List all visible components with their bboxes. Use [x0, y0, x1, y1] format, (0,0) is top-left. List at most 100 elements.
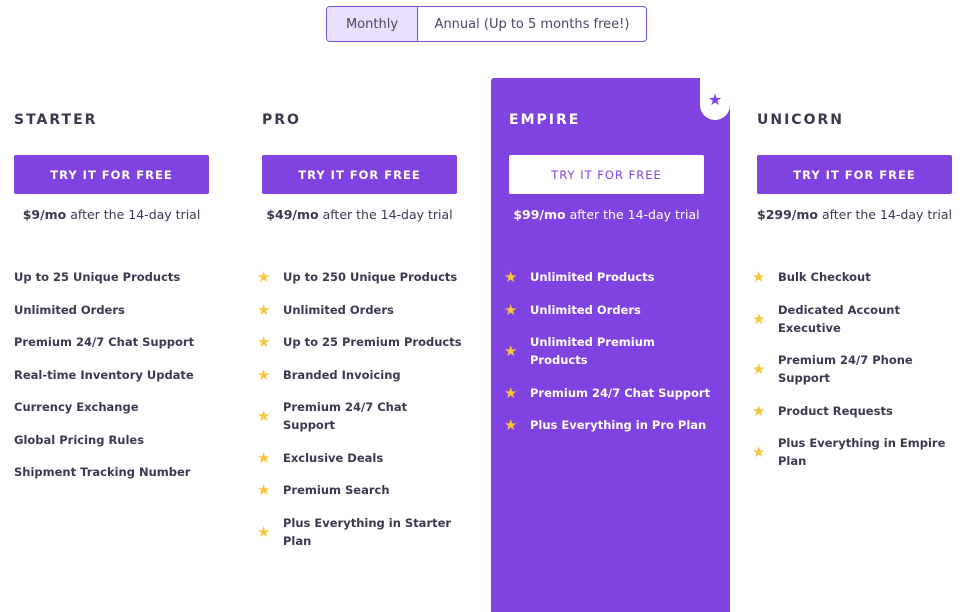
star-icon: ★ [257, 522, 271, 541]
feature-label: Currency Exchange [14, 400, 139, 414]
star-icon: ★ [752, 443, 766, 461]
feature-label: Unlimited Orders [14, 302, 125, 317]
feature-item: ★ Plus Everything in Empire Plan [752, 434, 958, 470]
feature-item: ★ Product Requests [752, 402, 958, 420]
price-amount: $49/mo [266, 207, 319, 222]
price-suffix: after the 14-day trial [66, 207, 201, 222]
feature-item: ★ Premium 24/7 Chat Support [504, 384, 715, 402]
feature-item: ★ Plus Everything in Pro Plan [504, 416, 715, 434]
feature-label: Premium 24/7 Chat Support [530, 385, 711, 400]
feature-label: Premium 24/7 Phone Support [778, 353, 913, 385]
feature-list: ★ Bulk Checkout ★ Dedicated Account Executi… [752, 268, 958, 485]
star-icon: ★ [752, 360, 766, 378]
feature-item: ★ Plus Everything in Starter Plan [257, 514, 463, 550]
try-free-button[interactable]: TRY IT FOR FREE [262, 155, 457, 194]
star-icon: ★ [504, 268, 518, 286]
feature-item: Global Pricing Rules [14, 431, 220, 449]
feature-list: ★ Up to 250 Unique Products ★ Unlimited Ord… [257, 268, 463, 564]
feature-label: Up to 25 Unique Products [14, 270, 181, 284]
billing-toggle: Monthly Annual (Up to 5 months free!) [326, 6, 647, 42]
feature-label: Bulk Checkout [778, 270, 871, 284]
feature-label: Premium Search [283, 483, 390, 497]
feature-label: Product Requests [778, 403, 893, 418]
plan-card-starter: STARTER TRY IT FOR FREE $9/mo after the 14… [0, 78, 230, 612]
feature-item: Up to 25 Unique Products [14, 268, 220, 286]
feature-label: Premium 24/7 Chat Support [14, 335, 195, 349]
star-icon: ★ [752, 309, 766, 328]
feature-label: Exclusive Deals [283, 450, 384, 465]
price-amount: $99/mo [513, 207, 566, 222]
try-free-button[interactable]: TRY IT FOR FREE [757, 155, 952, 194]
star-icon: ★ [257, 407, 271, 425]
feature-label: Global Pricing Rules [14, 432, 145, 447]
star-icon: ★ [752, 268, 766, 286]
plan-card-pro: PRO TRY IT FOR FREE $49/mo after the 14-da… [248, 78, 478, 612]
plan-price: $299/mo after the 14-day trial [757, 207, 952, 222]
plan-title: EMPIRE [509, 112, 581, 128]
feature-label: Unlimited Orders [283, 302, 394, 317]
feature-item: ★ Unlimited Products [504, 268, 715, 286]
star-icon: ★ [257, 300, 271, 319]
feature-item: Real-time Inventory Update [14, 366, 220, 384]
feature-label: Real-time Inventory Update [14, 367, 194, 382]
feature-label: Shipment Tracking Number [14, 465, 191, 479]
feature-label: Unlimited Products [530, 270, 655, 284]
price-suffix: after the 14-day trial [817, 207, 953, 222]
feature-item: ★ Premium 24/7 Phone Support [752, 351, 958, 387]
feature-item: ★ Unlimited Orders [504, 301, 715, 319]
price-amount: $299/mo [757, 207, 818, 222]
star-icon: ★ [257, 333, 271, 351]
price-amount: $9/mo [22, 207, 67, 222]
feature-label: Plus Everything in Empire Plan [778, 436, 946, 468]
feature-item: ★ Up to 250 Unique Products [257, 268, 463, 286]
star-icon: ★ [504, 383, 518, 402]
feature-item: ★ Premium 24/7 Chat Support [257, 398, 463, 434]
feature-label: Dedicated Account Executive [778, 302, 900, 335]
monthly-tab[interactable]: Monthly [327, 7, 418, 41]
feature-item: Shipment Tracking Number [14, 463, 220, 481]
price-suffix: after the 14-day trial [318, 207, 453, 222]
feature-list: Up to 25 Unique Products Unlimited Orders… [14, 268, 220, 496]
featured-star-badge-icon: ★ [700, 78, 730, 120]
star-icon: ★ [257, 448, 271, 467]
plan-card-empire: ★ EMPIRE TRY IT FOR FREE $99/mo after the 1… [491, 78, 730, 612]
star-icon: ★ [752, 401, 766, 420]
plan-title: STARTER [14, 112, 98, 128]
star-icon: ★ [504, 416, 518, 434]
feature-label: Premium 24/7 Chat Support [283, 400, 408, 432]
plan-card-unicorn: UNICORN TRY IT FOR FREE $299/mo after the … [743, 78, 966, 612]
star-icon: ★ [257, 268, 271, 286]
feature-item: ★ Unlimited Premium Products [504, 333, 715, 369]
feature-label: Up to 250 Unique Products [283, 270, 458, 284]
star-icon: ★ [504, 300, 518, 319]
plan-price: $49/mo after the 14-day trial [262, 207, 457, 222]
feature-list: ★ Unlimited Products ★ Unlimited Orders ★ Unl… [504, 268, 715, 449]
feature-item: Premium 24/7 Chat Support [14, 333, 220, 351]
annual-tab[interactable]: Annual (Up to 5 months free!) [434, 16, 630, 32]
feature-label: Unlimited Orders [530, 302, 641, 317]
feature-item: Currency Exchange [14, 398, 220, 416]
feature-label: Plus Everything in Pro Plan [530, 418, 707, 432]
plan-price: $99/mo after the 14-day trial [509, 207, 704, 222]
feature-item: Unlimited Orders [14, 301, 220, 319]
star-icon: ★ [257, 481, 271, 499]
try-free-button[interactable]: TRY IT FOR FREE [509, 155, 704, 194]
feature-item: ★ Exclusive Deals [257, 449, 463, 467]
plan-title: UNICORN [757, 112, 844, 128]
feature-item: ★ Dedicated Account Executive [752, 301, 958, 337]
feature-item: ★ Premium Search [257, 481, 463, 499]
feature-label: Plus Everything in Starter Plan [283, 515, 452, 548]
plan-title: PRO [262, 112, 301, 128]
price-suffix: after the 14-day trial [565, 207, 700, 222]
feature-item: ★ Unlimited Orders [257, 301, 463, 319]
plan-price: $9/mo after the 14-day trial [14, 207, 209, 222]
feature-item: ★ Bulk Checkout [752, 268, 958, 286]
feature-item: ★ Up to 25 Premium Products [257, 333, 463, 351]
try-free-button[interactable]: TRY IT FOR FREE [14, 155, 209, 194]
star-icon: ★ [257, 365, 271, 384]
star-icon: ★ [504, 342, 518, 360]
feature-label: Branded Invoicing [283, 367, 401, 382]
feature-item: ★ Branded Invoicing [257, 366, 463, 384]
feature-label: Unlimited Premium Products [530, 335, 655, 367]
feature-label: Up to 25 Premium Products [283, 335, 462, 349]
